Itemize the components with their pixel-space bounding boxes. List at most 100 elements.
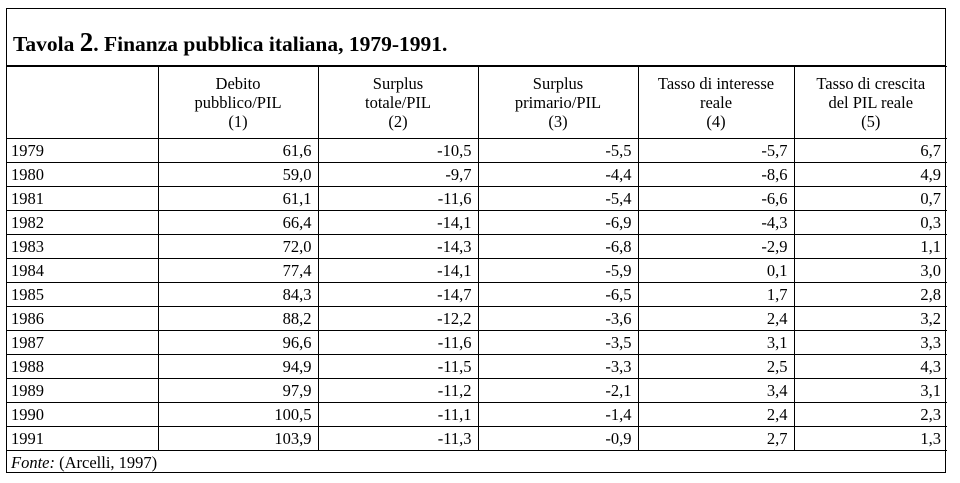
- value-cell: 0,1: [637, 258, 795, 283]
- year-cell: 1985: [7, 282, 159, 307]
- header-line: del PIL reale: [828, 93, 914, 112]
- table-row: 1986 88,2 -12,2 -3,6 2,4 3,2: [7, 306, 947, 331]
- value-cell: 0,3: [793, 210, 947, 235]
- value-cell: 3,1: [793, 378, 947, 403]
- table-row: 1984 77,4 -14,1 -5,9 0,1 3,0: [7, 258, 947, 283]
- value-cell: 103,9: [157, 426, 319, 451]
- value-cell: 3,4: [637, 378, 795, 403]
- value-cell: -4,4: [477, 162, 639, 187]
- table-row: 1981 61,1 -11,6 -5,4 -6,6 0,7: [7, 186, 947, 211]
- value-cell: 84,3: [157, 282, 319, 307]
- value-cell: 61,1: [157, 186, 319, 211]
- year-cell: 1986: [7, 306, 159, 331]
- value-cell: -8,6: [637, 162, 795, 187]
- value-cell: 1,7: [637, 282, 795, 307]
- value-cell: -14,3: [317, 234, 479, 259]
- value-cell: -11,2: [317, 378, 479, 403]
- value-cell: 3,3: [793, 330, 947, 355]
- header-row: Debito pubblico/PIL (1) Surplus totale/P…: [7, 66, 947, 139]
- value-cell: -2,1: [477, 378, 639, 403]
- year-cell: 1984: [7, 258, 159, 283]
- header-line: (2): [388, 112, 408, 131]
- table-row: 1980 59,0 -9,7 -4,4 -8,6 4,9: [7, 162, 947, 187]
- header-line: primario/PIL: [514, 93, 602, 112]
- title-prefix: Tavola: [13, 32, 80, 56]
- value-cell: 94,9: [157, 354, 319, 379]
- value-cell: -5,4: [477, 186, 639, 211]
- value-cell: -5,7: [637, 138, 795, 163]
- value-cell: -14,7: [317, 282, 479, 307]
- year-cell: 1982: [7, 210, 159, 235]
- value-cell: 88,2: [157, 306, 319, 331]
- year-cell: 1981: [7, 186, 159, 211]
- value-cell: -1,4: [477, 402, 639, 427]
- value-cell: -5,5: [477, 138, 639, 163]
- value-cell: 1,1: [793, 234, 947, 259]
- value-cell: -12,2: [317, 306, 479, 331]
- value-cell: 3,0: [793, 258, 947, 283]
- table-row: 1982 66,4 -14,1 -6,9 -4,3 0,3: [7, 210, 947, 235]
- value-cell: -11,6: [317, 186, 479, 211]
- header-line: Debito: [215, 74, 261, 93]
- source-label: Fonte:: [11, 452, 55, 472]
- value-cell: -6,9: [477, 210, 639, 235]
- value-cell: -4,3: [637, 210, 795, 235]
- table-row: 1989 97,9 -11,2 -2,1 3,4 3,1: [7, 378, 947, 403]
- table-title: Tavola 2. Finanza pubblica italiana, 197…: [7, 9, 945, 66]
- table-row: 1979 61,6 -10,5 -5,5 -5,7 6,7: [7, 138, 947, 163]
- header-line: (5): [861, 112, 881, 131]
- header-line: Tasso di crescita: [816, 74, 926, 93]
- value-cell: 96,6: [157, 330, 319, 355]
- header-cell-surplus-primario: Surplus primario/PIL (3): [477, 66, 639, 139]
- year-cell: 1980: [7, 162, 159, 187]
- header-line: (4): [706, 112, 726, 131]
- year-cell: 1983: [7, 234, 159, 259]
- value-cell: -11,6: [317, 330, 479, 355]
- value-cell: 3,1: [637, 330, 795, 355]
- value-cell: -11,1: [317, 402, 479, 427]
- value-cell: 2,4: [637, 402, 795, 427]
- table-body: 1979 61,6 -10,5 -5,5 -5,7 6,7 1980 59,0 -9,7 -4,4…: [7, 138, 947, 451]
- value-cell: 4,9: [793, 162, 947, 187]
- value-cell: 61,6: [157, 138, 319, 163]
- year-cell: 1989: [7, 378, 159, 403]
- data-table: Debito pubblico/PIL (1) Surplus totale/P…: [7, 66, 947, 474]
- table-row: 1983 72,0 -14,3 -6,8 -2,9 1,1: [7, 234, 947, 259]
- table-row: 1988 94,9 -11,5 -3,3 2,5 4,3: [7, 354, 947, 379]
- header-line: Surplus: [532, 74, 584, 93]
- value-cell: 2,3: [793, 402, 947, 427]
- header-line: reale: [699, 93, 733, 112]
- value-cell: -6,5: [477, 282, 639, 307]
- year-cell: 1991: [7, 426, 159, 451]
- title-rest: . Finanza pubblica italiana, 1979-1991.: [93, 32, 448, 56]
- value-cell: -6,8: [477, 234, 639, 259]
- value-cell: -3,6: [477, 306, 639, 331]
- value-cell: 72,0: [157, 234, 319, 259]
- header-line: totale/PIL: [365, 93, 431, 112]
- value-cell: 2,7: [637, 426, 795, 451]
- value-cell: -14,1: [317, 210, 479, 235]
- header-line: (1): [228, 112, 248, 131]
- value-cell: 66,4: [157, 210, 319, 235]
- value-cell: -2,9: [637, 234, 795, 259]
- value-cell: 2,4: [637, 306, 795, 331]
- value-cell: -10,5: [317, 138, 479, 163]
- value-cell: 6,7: [793, 138, 947, 163]
- source-row: Fonte: (Arcelli, 1997): [7, 450, 947, 474]
- table-row: 1987 96,6 -11,6 -3,5 3,1 3,3: [7, 330, 947, 355]
- source-cell: Fonte: (Arcelli, 1997): [7, 450, 947, 474]
- header-line: (3): [548, 112, 568, 131]
- table-frame: Tavola 2. Finanza pubblica italiana, 197…: [6, 8, 947, 474]
- value-cell: -14,1: [317, 258, 479, 283]
- table-row: 1985 84,3 -14,7 -6,5 1,7 2,8: [7, 282, 947, 307]
- value-cell: 97,9: [157, 378, 319, 403]
- year-cell: 1990: [7, 402, 159, 427]
- value-cell: 1,3: [793, 426, 947, 451]
- value-cell: 2,8: [793, 282, 947, 307]
- source-text: (Arcelli, 1997): [54, 452, 158, 472]
- value-cell: 4,3: [793, 354, 947, 379]
- value-cell: 0,7: [793, 186, 947, 211]
- value-cell: 100,5: [157, 402, 319, 427]
- value-cell: -5,9: [477, 258, 639, 283]
- value-cell: -11,5: [317, 354, 479, 379]
